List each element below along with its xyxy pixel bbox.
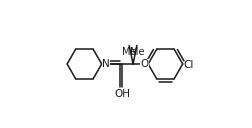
Text: Cl: Cl [184,60,194,70]
Text: Me: Me [130,47,144,57]
Text: OH: OH [114,89,130,99]
Text: O: O [140,59,149,69]
Text: Me: Me [122,47,136,57]
Text: N: N [102,59,110,69]
